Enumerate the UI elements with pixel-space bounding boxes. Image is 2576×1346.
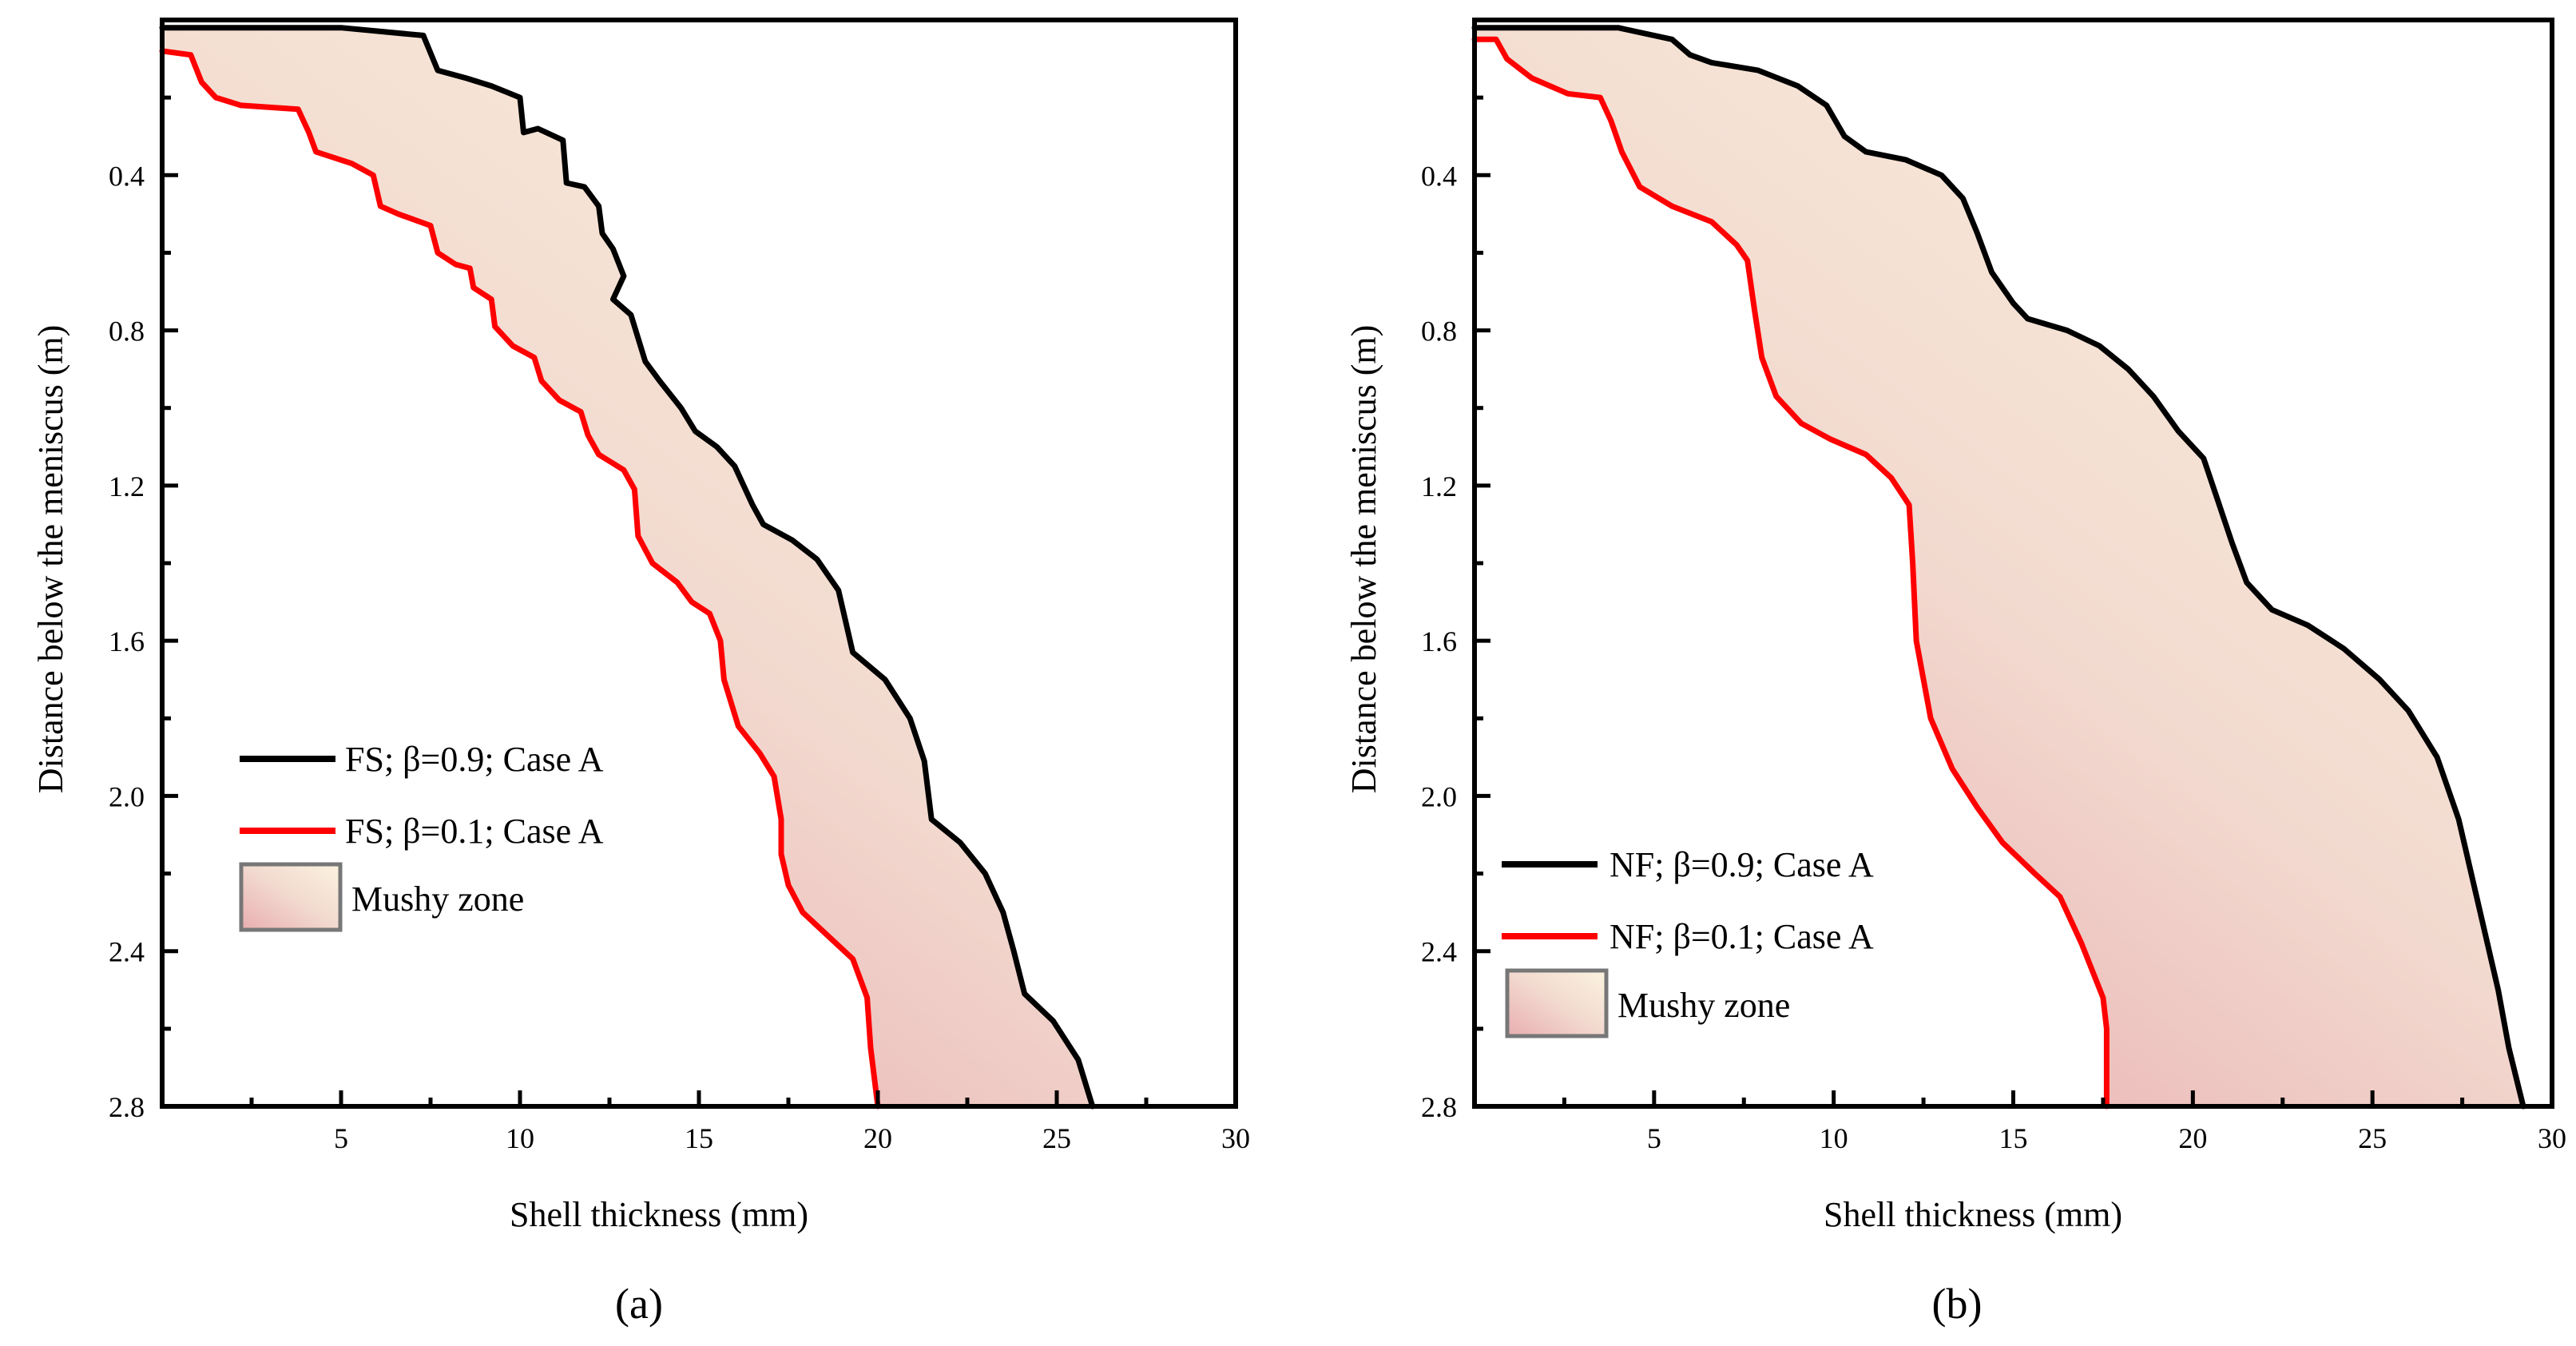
mushy-zone-area [1475,27,2523,1107]
legend-label-nf-09: NF; β=0.9; Case A [1610,845,1874,884]
x-tick-label: 15 [1999,1122,2028,1154]
x-tick-label: 10 [1820,1122,1848,1154]
y-tick-label: 2.4 [1421,936,1457,968]
y-tick-label: 0.4 [109,160,145,192]
legend-swatch-mushy-b [1505,968,1609,1038]
axis-ticks-b: 5 10 15 20 25 30 0.4 0.8 1.2 1.6 2.0 2.4 2.8 [1421,95,2566,1154]
x-tick-label: 20 [863,1122,892,1154]
legend-b: NF; β=0.9; Case A NF; β=0.1; Case A Mush… [1502,845,1874,1038]
series-line-beta-0-1 [159,48,881,1110]
x-axis-title-b: Shell thickness (mm) [1824,1195,2122,1234]
mushy-zone-area [162,27,1093,1107]
y-axis-title-a: Distance below the meniscus (m) [31,325,70,794]
legend-label-nf-01: NF; β=0.1; Case A [1610,917,1874,956]
y-tick-label: 0.4 [1421,160,1457,192]
x-tick-label: 10 [506,1122,534,1154]
y-tick-label: 1.6 [1421,625,1457,657]
x-tick-label: 20 [2178,1122,2207,1154]
y-tick-label: 2.4 [109,936,145,968]
axis-ticks-a: 5 10 15 20 25 30 0.4 0.8 1.2 1.6 2.0 2.4 2.8 [109,95,1250,1154]
legend-label-mushy-b: Mushy zone [1617,986,1790,1025]
x-tick-label: 30 [2538,1122,2566,1154]
y-tick-label: 2.0 [1421,780,1457,812]
y-tick-label: 2.0 [109,780,145,812]
x-tick-label: 25 [2358,1122,2387,1154]
series-line-beta-0-1 [1471,36,2110,1110]
y-tick-label: 0.8 [1421,316,1457,347]
y-tick-label: 1.2 [109,471,145,502]
x-tick-label: 5 [1647,1122,1661,1154]
legend-swatch-mushy-a [239,862,343,932]
panel-a: 5 10 15 20 25 30 0.4 0.8 1.2 1.6 2.0 2.4 2.8 Shell t… [31,18,1250,1328]
legend-label-fs-01: FS; β=0.1; Case A [345,812,604,851]
x-tick-label: 15 [685,1122,713,1154]
legend-label-fs-09: FS; β=0.9; Case A [345,740,604,779]
x-tick-label: 30 [1221,1122,1250,1154]
y-tick-label: 1.2 [1421,471,1457,502]
x-tick-label: 5 [334,1122,348,1154]
series-line-beta-0-9 [159,25,1096,1110]
legend-a: FS; β=0.9; Case A FS; β=0.1; Case A Mush… [239,740,604,932]
legend-label-mushy-a: Mushy zone [351,879,524,919]
panel-label-a: (a) [615,1280,663,1328]
y-tick-label: 2.8 [1421,1091,1457,1123]
y-tick-label: 0.8 [109,316,145,347]
x-tick-label: 25 [1042,1122,1071,1154]
y-tick-label: 1.6 [109,625,145,657]
panel-b: 5 10 15 20 25 30 0.4 0.8 1.2 1.6 2.0 2.4 2.8 Shell t… [1344,18,2566,1328]
y-tick-label: 2.8 [109,1091,145,1123]
panel-label-b: (b) [1932,1280,1983,1328]
x-axis-title-a: Shell thickness (mm) [510,1195,808,1234]
series-line-beta-0-9 [1471,25,2526,1110]
y-axis-title-b: Distance below the meniscus (m) [1344,325,1383,794]
